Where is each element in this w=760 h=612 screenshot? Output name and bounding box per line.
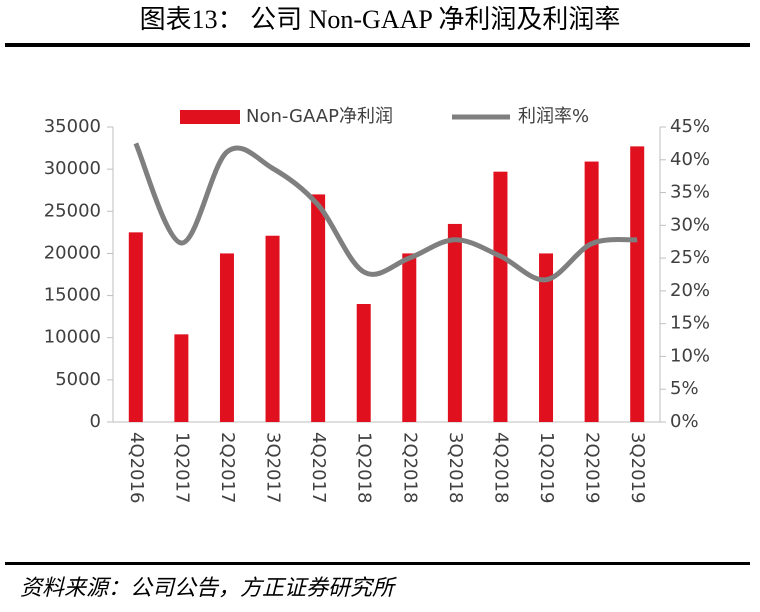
bar xyxy=(584,161,599,423)
bar xyxy=(174,334,189,422)
x-tick-label: 4Q2018 xyxy=(490,432,511,503)
chart-title: 图表13： 公司 Non-GAAP 净利润及利润率 xyxy=(140,5,621,34)
legend-label: Non-GAAP净利润 xyxy=(246,106,393,127)
legend-swatch xyxy=(180,110,240,124)
bar xyxy=(539,253,554,422)
bar xyxy=(493,171,508,422)
y2-tick-label: 45% xyxy=(670,116,710,137)
y-tick-label: 25000 xyxy=(44,200,101,221)
x-tick-label: 1Q2018 xyxy=(354,432,375,503)
y2-tick-label: 15% xyxy=(670,313,710,334)
y2-tick-label: 0% xyxy=(670,411,699,432)
x-tick-label: 4Q2016 xyxy=(126,432,147,503)
x-tick-label: 3Q2017 xyxy=(263,432,284,503)
bar xyxy=(630,146,645,422)
y2-tick-label: 5% xyxy=(670,378,699,399)
bar xyxy=(356,304,371,422)
bar xyxy=(402,253,417,422)
y-tick-label: 35000 xyxy=(44,116,101,137)
y2-tick-label: 20% xyxy=(670,280,710,301)
bar xyxy=(447,223,462,422)
x-tick-label: 2Q2018 xyxy=(399,432,420,503)
x-tick-label: 3Q2019 xyxy=(627,432,648,503)
y2-tick-label: 40% xyxy=(670,149,710,170)
y-tick-label: 0 xyxy=(90,411,101,432)
x-tick-label: 1Q2019 xyxy=(536,432,557,503)
x-tick-label: 1Q2017 xyxy=(171,432,192,503)
y-tick-label: 15000 xyxy=(44,285,101,306)
legend-label: 利润率% xyxy=(518,106,589,127)
bottom-rule xyxy=(5,562,750,565)
x-tick-label: 3Q2018 xyxy=(445,432,466,503)
top-rule xyxy=(5,43,750,47)
bar xyxy=(311,194,326,422)
y-tick-label: 30000 xyxy=(44,158,101,179)
y2-tick-label: 25% xyxy=(670,247,710,268)
bar xyxy=(128,232,143,422)
y2-tick-label: 30% xyxy=(670,214,710,235)
x-tick-label: 4Q2017 xyxy=(308,432,329,503)
x-tick-label: 2Q2017 xyxy=(217,432,238,503)
y2-tick-label: 35% xyxy=(670,182,710,203)
y2-tick-label: 10% xyxy=(670,345,710,366)
bar xyxy=(265,235,280,422)
x-tick-label: 2Q2019 xyxy=(582,432,603,503)
line xyxy=(133,142,638,283)
y-tick-label: 5000 xyxy=(55,369,101,390)
bar xyxy=(219,253,234,422)
y-tick-label: 20000 xyxy=(44,242,101,263)
y-tick-label: 10000 xyxy=(44,327,101,348)
source-note: 资料来源：公司公告，方正证券研究所 xyxy=(20,575,397,600)
